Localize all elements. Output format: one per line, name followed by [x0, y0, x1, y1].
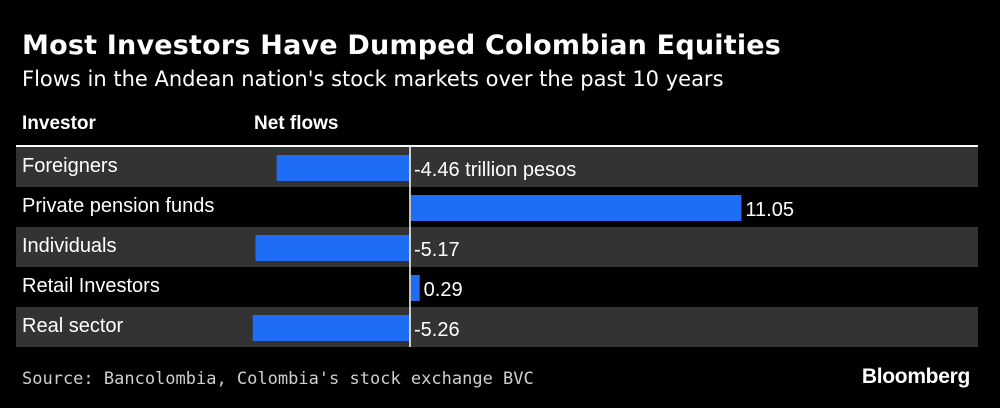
bar — [276, 155, 410, 181]
source-note: Source: Bancolombia, Colombia's stock ex… — [22, 369, 534, 389]
category-label: Retail Investors — [22, 275, 160, 297]
bar — [411, 195, 742, 221]
category-label: Private pension funds — [22, 195, 214, 217]
data-label: -5.17 — [414, 239, 460, 261]
column-header-investor: Investor — [22, 113, 96, 134]
column-header-net-flows: Net flows — [254, 113, 339, 134]
category-label: Real sector — [22, 315, 123, 337]
bar — [411, 275, 420, 301]
bar — [252, 315, 410, 341]
chart-subtitle: Flows in the Andean nation's stock marke… — [22, 67, 724, 91]
header-rule — [16, 145, 978, 147]
bloomberg-logo: Bloomberg — [861, 365, 970, 388]
category-label: Foreigners — [22, 155, 118, 177]
bar — [255, 235, 410, 261]
data-label: 0.29 — [424, 279, 463, 301]
row-background — [16, 147, 978, 187]
category-label: Individuals — [22, 235, 117, 257]
data-label: -4.46 trillion pesos — [414, 159, 576, 181]
data-label: 11.05 — [745, 199, 794, 221]
data-label: -5.26 — [414, 319, 460, 341]
row-background — [16, 307, 978, 347]
chart-title: Most Investors Have Dumped Colombian Equ… — [22, 30, 782, 61]
row-background — [16, 227, 978, 267]
